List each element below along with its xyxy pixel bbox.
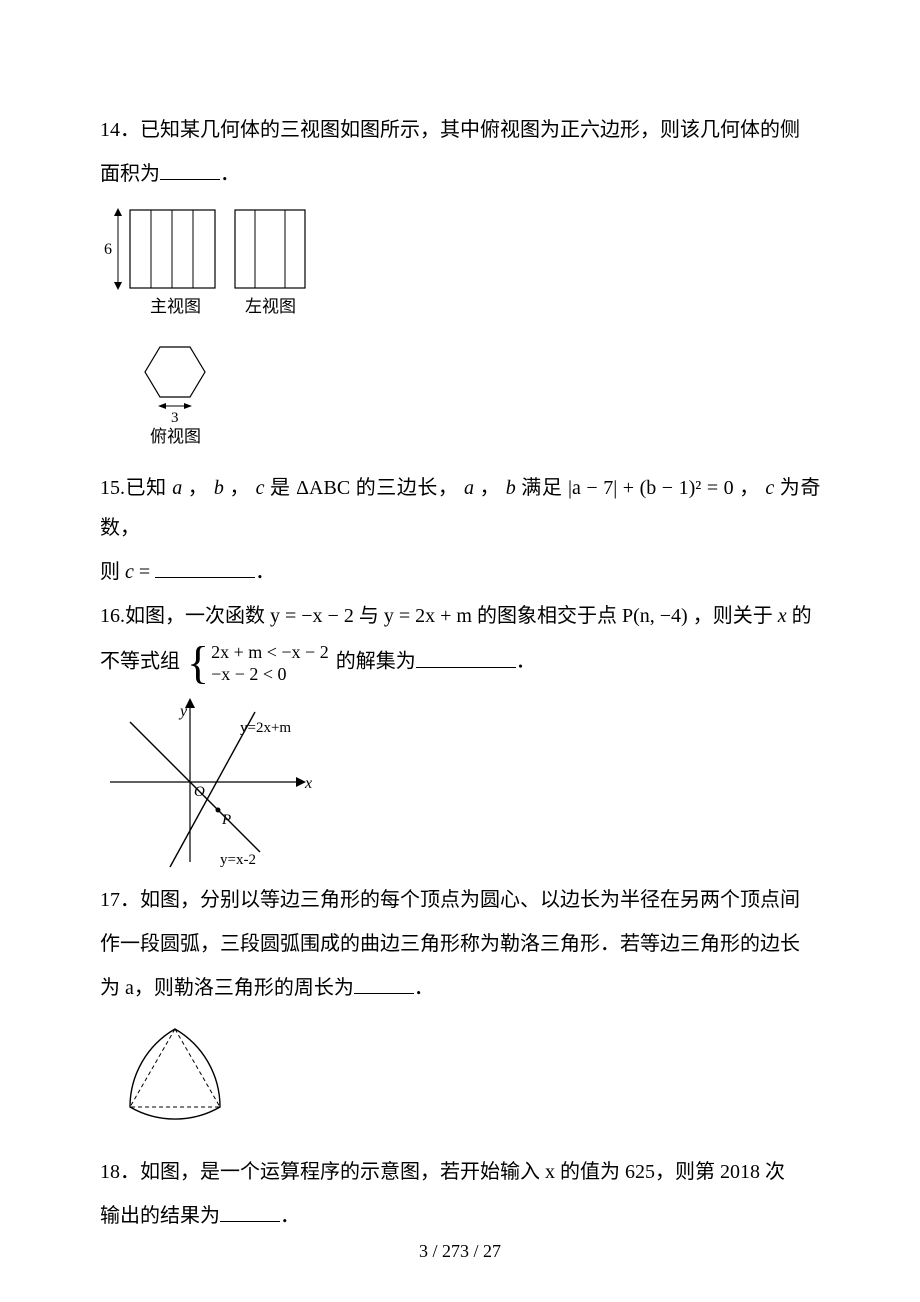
page: 14．已知某几何体的三视图如图所示，其中俯视图为正六边形，则该几何体的侧 面积为…	[0, 0, 920, 1302]
q15-pre: 15.已知	[100, 477, 167, 499]
q18-l2-pre: 输出的结果为	[100, 1205, 220, 1227]
q15-eq: |a − 7| + (b − 1)² = 0	[568, 477, 734, 499]
q16-l2-label: y=x-2	[220, 852, 256, 868]
q16-line1: 16.如图，一次函数 y = −x − 2 与 y = 2x + m 的图象相交…	[100, 596, 820, 636]
q16-mid2: 的图象相交于点	[477, 605, 617, 627]
q17-svg	[100, 1014, 250, 1144]
q16-blank	[416, 648, 516, 668]
q17-line2: 作一段圆弧，三段圆弧围成的曲边三角形称为勒洛三角形．若等边三角形的边长	[100, 924, 820, 964]
q15-c1: ，	[188, 477, 209, 499]
q15-b: b	[214, 477, 224, 499]
q17-blank	[354, 974, 414, 994]
q14-figure: 6 主视图 左视图 3 俯视图	[100, 200, 820, 460]
q14-svg: 6 主视图 左视图 3 俯视图	[100, 200, 320, 460]
q15-mid2: 的三边长，	[356, 477, 459, 499]
q15-mid1: 是	[270, 477, 291, 499]
q16-sys2: −x − 2 < 0	[211, 663, 329, 685]
q17-period: ．	[414, 977, 434, 999]
q16-figure: y x O P y=2x+m y=x-2	[100, 692, 820, 872]
q15-c3: ，	[480, 477, 501, 499]
page-footer: 3 / 273 / 27	[0, 1241, 920, 1262]
q15-b2: b	[506, 477, 516, 499]
q14-height-num: 6	[104, 241, 112, 258]
q15-l2a: 则	[100, 561, 120, 583]
q16-f2: y = 2x + m	[384, 605, 472, 627]
q14-line2-pre: 面积为	[100, 163, 160, 185]
q18-period: ．	[280, 1205, 300, 1227]
q16-pre: 16.如图，一次函数	[100, 605, 265, 627]
q16-brace-icon: {	[187, 640, 209, 686]
q16-period: ．	[516, 651, 536, 673]
q16-l2b: 的解集为	[336, 651, 416, 673]
q14-period: ．	[220, 163, 240, 185]
q16-system: { 2x + m < −x − 2 −x − 2 < 0	[187, 640, 329, 686]
q16-P-label: P	[221, 812, 231, 828]
q16-x: x	[778, 605, 787, 627]
q14-line2: 面积为 ．	[100, 154, 820, 194]
q17-line1: 17．如图，分别以等边三角形的每个顶点为圆心、以边长为半径在另两个顶点间	[100, 880, 820, 920]
q16-mid1: 与	[359, 605, 379, 627]
footer-text: 3 / 273 / 27	[419, 1241, 501, 1261]
q17-line3: 为 a，则勒洛三角形的周长为 ．	[100, 968, 820, 1008]
q16-mid3: ，则关于	[693, 605, 773, 627]
q14-line1: 14．已知某几何体的三视图如图所示，其中俯视图为正六边形，则该几何体的侧	[100, 110, 820, 150]
q14-side-label: 左视图	[245, 297, 296, 316]
q16-svg: y x O P y=2x+m y=x-2	[100, 692, 340, 872]
q18-line2: 输出的结果为 ．	[100, 1196, 820, 1236]
q16-y-label: y	[178, 703, 188, 720]
q15-tri: ΔABC	[296, 477, 350, 499]
q16-l2a: 不等式组	[100, 651, 180, 673]
q15-c2: ，	[229, 477, 250, 499]
q15-cv3: c	[125, 561, 134, 583]
q15-line2: 则 c = ．	[100, 552, 820, 592]
q15-c: c	[256, 477, 265, 499]
q16-x-label: x	[304, 775, 312, 792]
q16-pt: P(n, −4)	[622, 605, 688, 627]
q15-eqs: =	[134, 561, 155, 583]
q15-a2: a	[464, 477, 474, 499]
q15-c4: ，	[739, 477, 760, 499]
q14-front-view: 6 主视图	[104, 208, 215, 316]
q16-sys1: 2x + m < −x − 2	[211, 641, 329, 663]
q16-f1: y = −x − 2	[270, 605, 354, 627]
q15-period: ．	[255, 561, 275, 583]
q14-base-num: 3	[171, 410, 179, 426]
q18-line1: 18．如图，是一个运算程序的示意图，若开始输入 x 的值为 625，则第 201…	[100, 1152, 820, 1192]
q17-figure	[100, 1014, 820, 1144]
q14-top-view: 3 俯视图	[145, 347, 205, 446]
q15-line1: 15.已知 a ， b ， c 是 ΔABC 的三边长， a ， b 满足 |a…	[100, 468, 820, 548]
q14-side-view: 左视图	[235, 210, 305, 316]
q15-blank	[155, 558, 255, 578]
q15-mid3: 满足	[521, 477, 562, 499]
q17-l3-pre: 为 a，则勒洛三角形的周长为	[100, 977, 354, 999]
q16-line2: 不等式组 { 2x + m < −x − 2 −x − 2 < 0 的解集为 ．	[100, 640, 820, 686]
q16-mid4: 的	[792, 605, 812, 627]
q14-blank	[160, 160, 220, 180]
q14-front-label: 主视图	[150, 297, 201, 316]
q18-blank	[220, 1202, 280, 1222]
q15-a: a	[172, 477, 182, 499]
q15-cv2: c	[765, 477, 774, 499]
q16-l1-label: y=2x+m	[240, 720, 291, 736]
q14-top-label: 俯视图	[150, 427, 201, 446]
